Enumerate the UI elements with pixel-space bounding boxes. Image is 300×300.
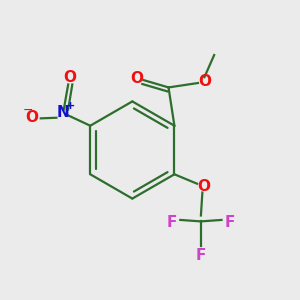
- Text: F: F: [196, 248, 206, 263]
- Text: −: −: [22, 103, 33, 117]
- Text: F: F: [167, 215, 177, 230]
- Text: O: O: [26, 110, 38, 125]
- Text: O: O: [198, 74, 211, 89]
- Text: F: F: [225, 215, 235, 230]
- Text: O: O: [197, 179, 210, 194]
- Text: +: +: [66, 101, 76, 111]
- Text: N: N: [57, 105, 70, 120]
- Text: O: O: [63, 70, 76, 85]
- Text: O: O: [130, 71, 143, 86]
